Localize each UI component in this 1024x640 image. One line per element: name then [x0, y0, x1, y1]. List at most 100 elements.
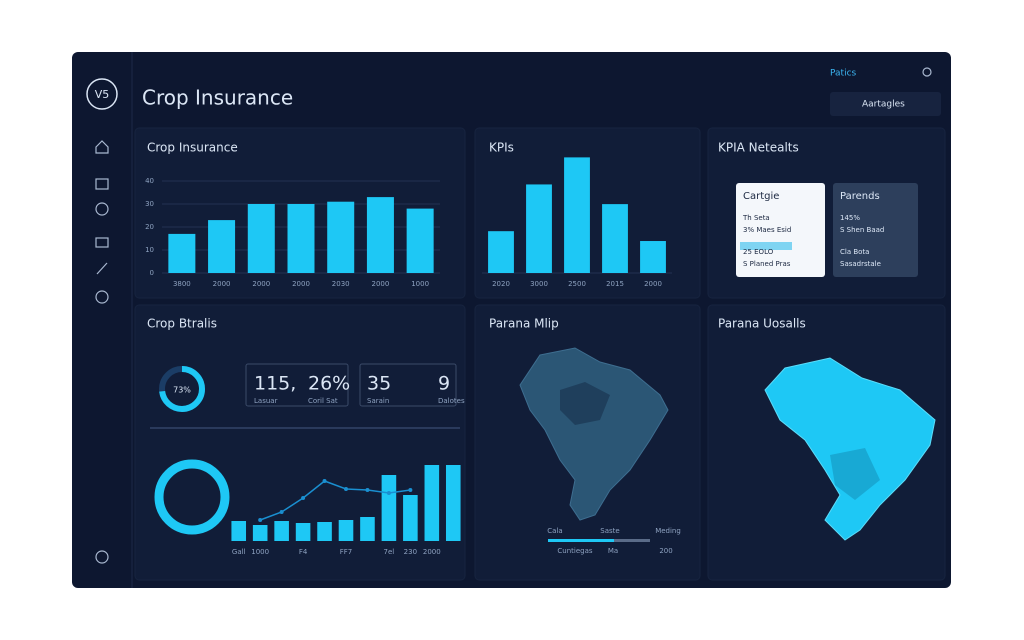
x-tick-label: 2000	[213, 280, 231, 288]
bar	[360, 517, 375, 541]
map-region	[560, 382, 610, 425]
legend-label: 200	[659, 547, 672, 555]
x-tick-label: 2000	[644, 280, 662, 288]
bar	[247, 204, 275, 273]
bar	[274, 521, 289, 541]
clock-icon[interactable]	[95, 550, 109, 564]
map-region	[830, 448, 880, 500]
panel-title: KPIs	[489, 141, 514, 155]
stat-value: 26%	[308, 373, 350, 395]
panel-title: Parana Mlip	[489, 317, 559, 331]
stat-value: 115,	[254, 373, 296, 395]
bar	[424, 465, 440, 541]
x-tick-label: 2030	[332, 280, 350, 288]
bar	[208, 220, 236, 273]
x-tick-label: 7el	[384, 548, 395, 556]
stat-box	[359, 363, 457, 407]
card-line: Cla Bota	[840, 248, 869, 256]
bar	[231, 521, 247, 541]
x-tick-label: Gall	[232, 548, 246, 556]
line-point	[322, 479, 327, 483]
x-tick-label: 2015	[606, 280, 624, 288]
card-line: 145%	[840, 214, 860, 222]
x-tick-label: F4	[299, 548, 308, 556]
home-icon[interactable]	[95, 140, 109, 154]
gauge-arc	[159, 366, 205, 412]
x-tick-label: 2000	[372, 280, 390, 288]
bar	[327, 201, 355, 273]
legend-label: Cala	[547, 527, 562, 535]
card[interactable]	[833, 183, 918, 277]
x-tick-label: 3000	[530, 280, 548, 288]
stat-caption: Lasuar	[254, 397, 278, 405]
map	[764, 357, 936, 541]
nav-icon[interactable]	[95, 202, 109, 216]
gauge-label: 73%	[173, 386, 191, 395]
bar	[317, 522, 332, 541]
x-tick-label: 1000	[411, 280, 429, 288]
stat-value: 35	[367, 373, 391, 395]
bar	[295, 523, 311, 541]
bar	[445, 465, 461, 541]
card[interactable]	[736, 183, 825, 277]
highlight	[740, 242, 792, 250]
search-text[interactable]: Aartagles	[862, 100, 905, 110]
panel-title: Crop Insurance	[147, 141, 238, 155]
search-box[interactable]	[830, 92, 941, 116]
line-point	[386, 491, 391, 495]
logo: V5	[95, 88, 110, 101]
x-tick-label: 3800	[173, 280, 191, 288]
x-tick-label: FF7	[340, 548, 353, 556]
bar	[403, 495, 418, 541]
bar	[168, 233, 196, 273]
bar	[287, 204, 315, 273]
legend-bar	[548, 539, 614, 542]
nav-icon[interactable]	[95, 290, 109, 304]
x-tick-label: 2000	[252, 280, 270, 288]
card-line: 3% Maes Esid	[743, 226, 791, 234]
y-tick-label: 10	[145, 246, 154, 254]
logo-ring	[86, 78, 118, 110]
legend-label: Ma	[608, 547, 618, 555]
line-point	[279, 510, 284, 514]
bar	[564, 157, 590, 273]
line-point	[408, 488, 413, 492]
card-line: S Shen Baad	[840, 226, 884, 234]
y-tick-label: 20	[145, 223, 154, 231]
bar	[602, 204, 628, 273]
ring	[154, 459, 230, 535]
panel-title: Parana Uosalls	[718, 317, 806, 331]
x-tick-label: 2500	[568, 280, 586, 288]
stat-value: 9	[438, 373, 450, 395]
stat-caption: Dalotes	[438, 397, 465, 405]
line-point	[344, 487, 348, 491]
card-line: Sasadrstale	[840, 260, 881, 268]
x-tick-label: 2000	[292, 280, 310, 288]
map	[519, 347, 669, 521]
panel-title: KPIA Netealts	[718, 141, 799, 155]
bar	[526, 184, 552, 273]
bar	[338, 520, 354, 541]
stat-caption: Coril Sat	[308, 397, 338, 405]
legend-bar	[614, 539, 650, 542]
panel-title: Crop Btralis	[147, 317, 217, 331]
x-tick-label: 2000	[423, 548, 441, 556]
line	[259, 480, 411, 521]
legend-label: Meding	[655, 527, 681, 535]
line-point	[365, 488, 370, 492]
nav-icon[interactable]	[96, 262, 108, 275]
y-tick-label: 30	[145, 200, 154, 208]
card-title: Cartgie	[743, 191, 779, 202]
bar	[366, 197, 394, 273]
bar	[381, 475, 397, 541]
line-point	[301, 496, 306, 500]
search-icon[interactable]	[922, 67, 932, 77]
nav-icon[interactable]	[95, 237, 109, 248]
y-tick-label: 0	[150, 269, 154, 277]
nav-icon[interactable]	[95, 178, 109, 190]
y-tick-label: 40	[145, 177, 154, 185]
card-line: 25 EOLO	[743, 248, 774, 256]
stat-box	[245, 363, 349, 407]
nav-link[interactable]: Patics	[830, 69, 857, 79]
